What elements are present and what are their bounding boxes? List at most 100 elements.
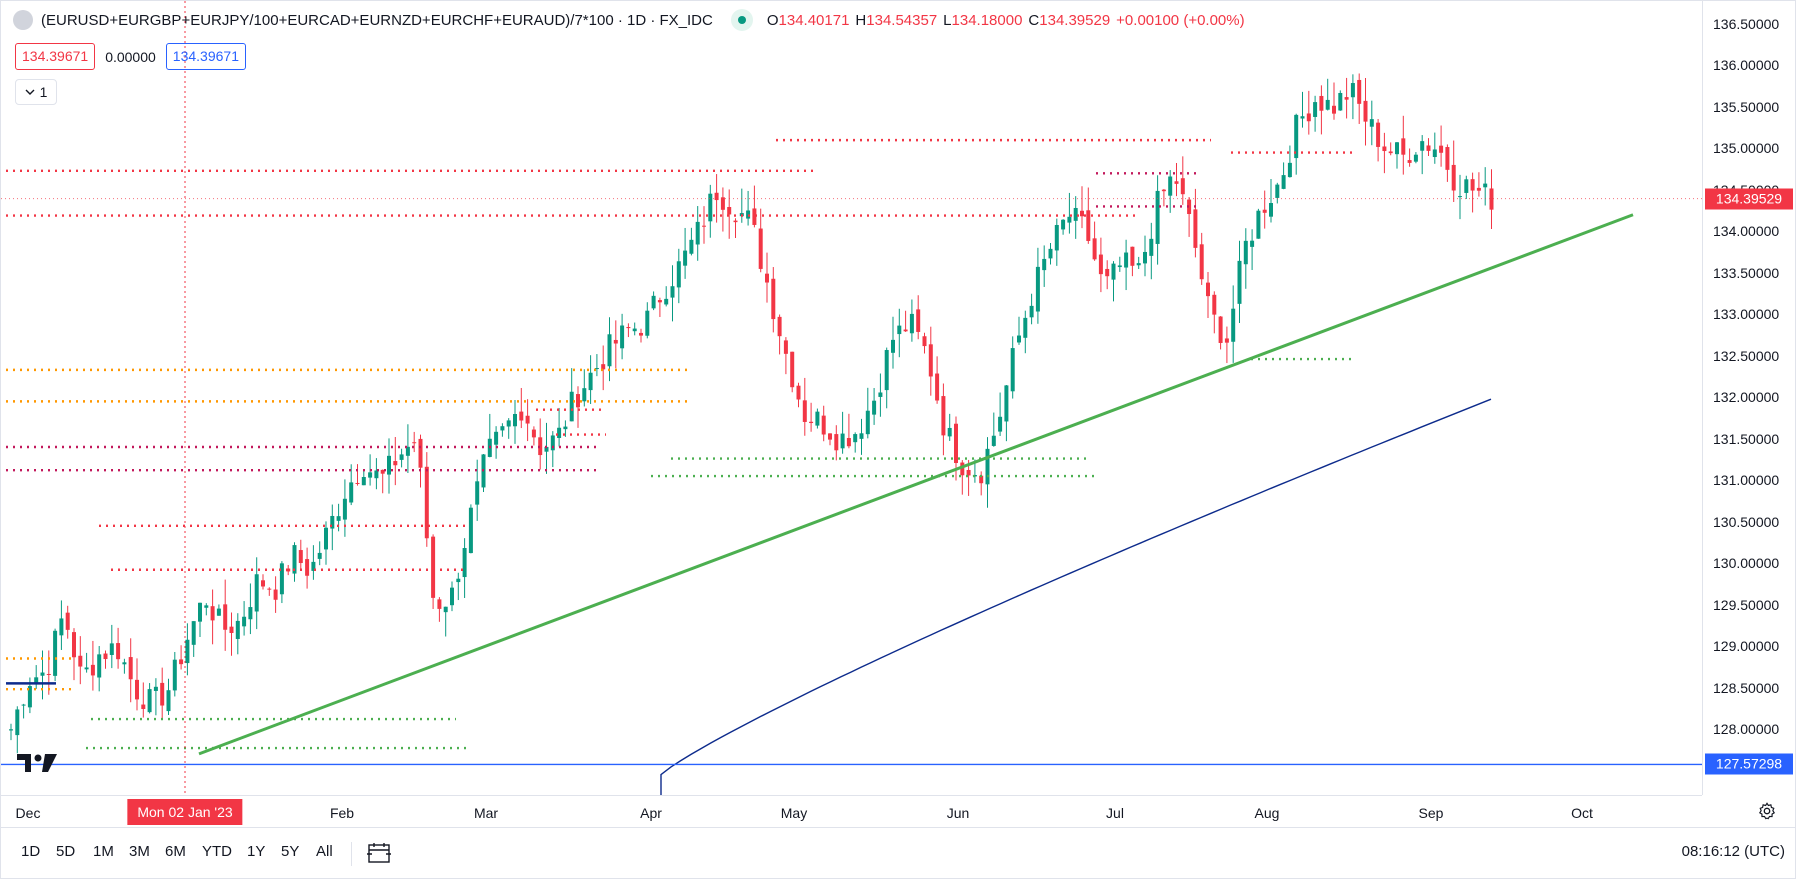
candle-body — [916, 309, 921, 332]
candle-body — [796, 385, 801, 400]
calendar-range-icon[interactable] — [366, 841, 392, 870]
range-5y-button[interactable]: 5Y — [281, 843, 300, 860]
price-tick: 136.00000 — [1713, 57, 1780, 74]
candle-body — [695, 221, 700, 245]
candle-body — [1054, 224, 1059, 251]
candle-body — [166, 690, 171, 712]
candle-body — [891, 339, 895, 353]
candle-body — [689, 239, 694, 254]
price-axis[interactable]: 136.50000 136.00000 135.50000 135.00000 134.… — [1702, 1, 1796, 795]
candle-body — [248, 607, 253, 620]
candle-body — [884, 350, 889, 391]
candle-body — [468, 507, 473, 554]
range-all-button[interactable]: All — [316, 843, 333, 860]
candle-body — [355, 482, 360, 484]
candle-body — [135, 679, 139, 700]
value-box-red: 134.39671 — [15, 43, 96, 70]
price-tick: 135.00000 — [1713, 140, 1780, 157]
range-ytd-button[interactable]: YTD — [202, 843, 232, 860]
candle-body — [179, 659, 184, 665]
candle-body — [494, 431, 499, 445]
close-label: C — [1028, 11, 1040, 29]
candle-body — [286, 568, 291, 572]
candle-body — [216, 608, 221, 616]
moving-average-line — [660, 398, 1492, 795]
candle-body — [1319, 95, 1324, 111]
tradingview-logo-icon[interactable] — [15, 749, 59, 783]
crosshair-time-badge: Mon 02 Jan '23 — [127, 799, 243, 825]
range-6m-button[interactable]: 6M — [165, 843, 186, 860]
candle-body — [909, 313, 914, 334]
candle-body — [645, 310, 650, 336]
candle-body — [387, 455, 391, 475]
candle-body — [97, 654, 102, 678]
candle-body — [342, 498, 347, 520]
candle-body — [279, 563, 284, 595]
candle-body — [1401, 138, 1406, 155]
candle-body — [103, 653, 108, 660]
candle-body — [550, 435, 555, 451]
range-3m-button[interactable]: 3M — [129, 843, 150, 860]
settings-gear-icon[interactable] — [1737, 795, 1796, 827]
price-chart[interactable] — [1, 1, 1702, 795]
price-tick: 135.50000 — [1713, 98, 1780, 115]
candle-body — [1250, 240, 1255, 247]
time-tick: Oct — [1571, 805, 1593, 821]
utc-clock[interactable]: 08:16:12 (UTC) — [1681, 843, 1785, 860]
candle-body — [122, 662, 127, 665]
indicators-toggle-button[interactable]: 1 — [15, 79, 57, 105]
candle-body — [790, 351, 795, 388]
range-1m-button[interactable]: 1M — [93, 843, 114, 860]
candle-body — [506, 420, 511, 427]
candle-body — [664, 298, 669, 305]
candle-body — [185, 639, 190, 664]
series-logo-icon — [13, 10, 33, 30]
candle-body — [1325, 99, 1330, 110]
candle-body — [670, 286, 675, 298]
candle-body — [1476, 187, 1481, 191]
value-zero: 0.00000 — [105, 48, 156, 65]
price-tick: 131.00000 — [1713, 472, 1780, 489]
change-value: +0.00100 (+0.00%) — [1116, 11, 1245, 29]
candle-body — [1287, 162, 1292, 178]
candle-body — [632, 328, 637, 332]
candle-body — [1350, 83, 1355, 98]
price-tick: 136.50000 — [1713, 16, 1780, 32]
range-1d-button[interactable]: 1D — [21, 843, 41, 860]
candle-body — [783, 340, 788, 354]
candle-body — [405, 446, 410, 456]
candle-body — [569, 391, 574, 422]
range-1y-button[interactable]: 1Y — [247, 843, 266, 860]
candle-body — [412, 442, 417, 444]
open-value: 134.40171 — [778, 11, 850, 29]
range-5d-button[interactable]: 5D — [56, 843, 76, 860]
candle-body — [853, 434, 858, 443]
candle-body — [1143, 251, 1147, 264]
candle-body — [1294, 114, 1299, 159]
candle-body — [828, 433, 832, 440]
candle-body — [985, 448, 990, 485]
candle-body — [46, 673, 51, 675]
candle-body — [210, 606, 215, 621]
candle-body — [374, 470, 379, 479]
candle-body — [1029, 305, 1034, 318]
time-axis[interactable]: Dec Feb Mar Apr May Jun Jul Aug Sep Oct Mon 02 Jan… — [1, 795, 1702, 828]
candle-body — [1136, 263, 1141, 266]
candle-body — [714, 192, 719, 201]
candle-body — [859, 433, 864, 439]
candle-body — [27, 686, 32, 708]
candle-body — [1130, 246, 1135, 266]
time-tick: Dec — [15, 805, 41, 821]
candle-body — [1243, 240, 1248, 265]
chart-plot-area[interactable] — [1, 1, 1702, 795]
candle-body — [1161, 189, 1166, 192]
time-tick: May — [780, 805, 808, 821]
symbol-title[interactable]: (EURUSD+EURGBP+EURJPY/100+EURCAD+EURNZD+… — [41, 11, 713, 29]
time-tick: Sep — [1418, 805, 1444, 821]
trend-line — [198, 213, 1634, 756]
candle-body — [399, 454, 404, 460]
candle-body — [651, 295, 656, 309]
candle-body — [1464, 179, 1469, 193]
candle-body — [1388, 151, 1393, 154]
